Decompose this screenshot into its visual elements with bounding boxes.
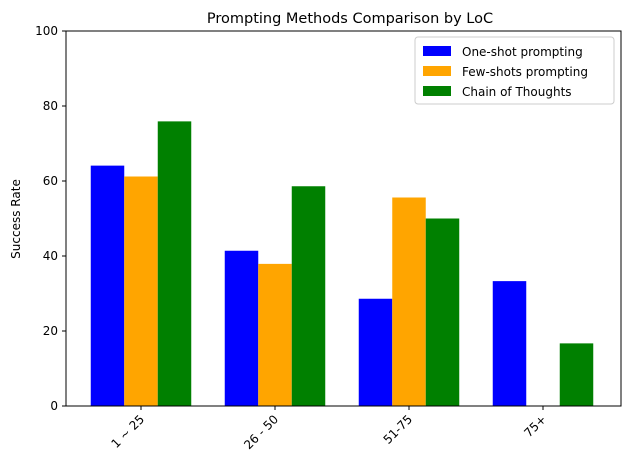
y-tick-label: 100 [35,24,58,38]
bar [492,281,527,406]
x-tick-label: 51-75 [381,412,416,447]
y-tick-label: 40 [43,249,58,263]
legend-label: Chain of Thoughts [462,85,572,99]
bar [157,121,192,406]
bar [559,343,594,406]
bar [124,176,158,406]
bar [358,298,393,406]
bar [258,263,292,406]
x-tick-label: 75+ [521,412,549,440]
legend-label: Few-shots prompting [462,65,588,79]
bar [224,250,259,406]
legend-label: One-shot prompting [462,45,583,59]
y-tick-label: 60 [43,174,58,188]
x-axis-ticks: 1 ~ 25 26 - 50 51-75 75+ [109,406,549,452]
legend-swatch [423,86,451,96]
legend: One-shot prompting Few-shots prompting Cha… [414,36,615,105]
bar [425,218,460,406]
y-tick-label: 80 [43,99,58,113]
chart-title: Prompting Methods Comparison by LoC [207,11,493,27]
legend-swatch [423,66,451,76]
y-tick-label: 0 [50,399,58,413]
legend-box [414,36,615,105]
x-tick-label: 26 - 50 [241,412,281,452]
bar [291,186,326,406]
y-tick-label: 20 [43,324,58,338]
legend-swatch [423,46,451,56]
x-tick-label: 1 ~ 25 [109,412,148,451]
plot-frame [65,30,622,407]
y-axis-ticks: 0 20 40 60 80 100 [35,24,66,413]
bars [90,121,594,406]
y-axis-label: Success Rate [9,179,23,259]
bar [90,165,125,406]
bar [392,197,426,406]
